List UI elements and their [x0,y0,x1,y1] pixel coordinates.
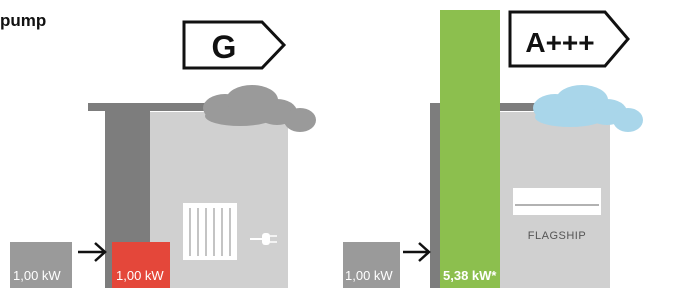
rating: A+++ [525,27,594,58]
house-body [150,112,288,288]
left-house: G 1,00 kW 1,00 kW [10,22,316,288]
brand: FLAGSHIP [528,230,586,242]
input-label: 1,00 kW [13,268,61,283]
arrow [403,243,429,261]
output-label: 5,38 kW* [443,268,497,283]
arrow [78,243,105,261]
title: pump [0,11,46,30]
output-label: 1,00 kW [116,268,164,283]
unit-box [513,188,601,215]
rating: G [212,29,237,65]
input-label: 1,00 kW [345,268,393,283]
output-bar [440,10,500,288]
clean-cloud [533,85,643,132]
infographic: pump G 1,00 kW 1,00 [0,0,694,288]
radiator [183,203,237,260]
right-house: 5,38 kW* A+++ FLAGSHIP 1,00 kW [343,10,643,288]
